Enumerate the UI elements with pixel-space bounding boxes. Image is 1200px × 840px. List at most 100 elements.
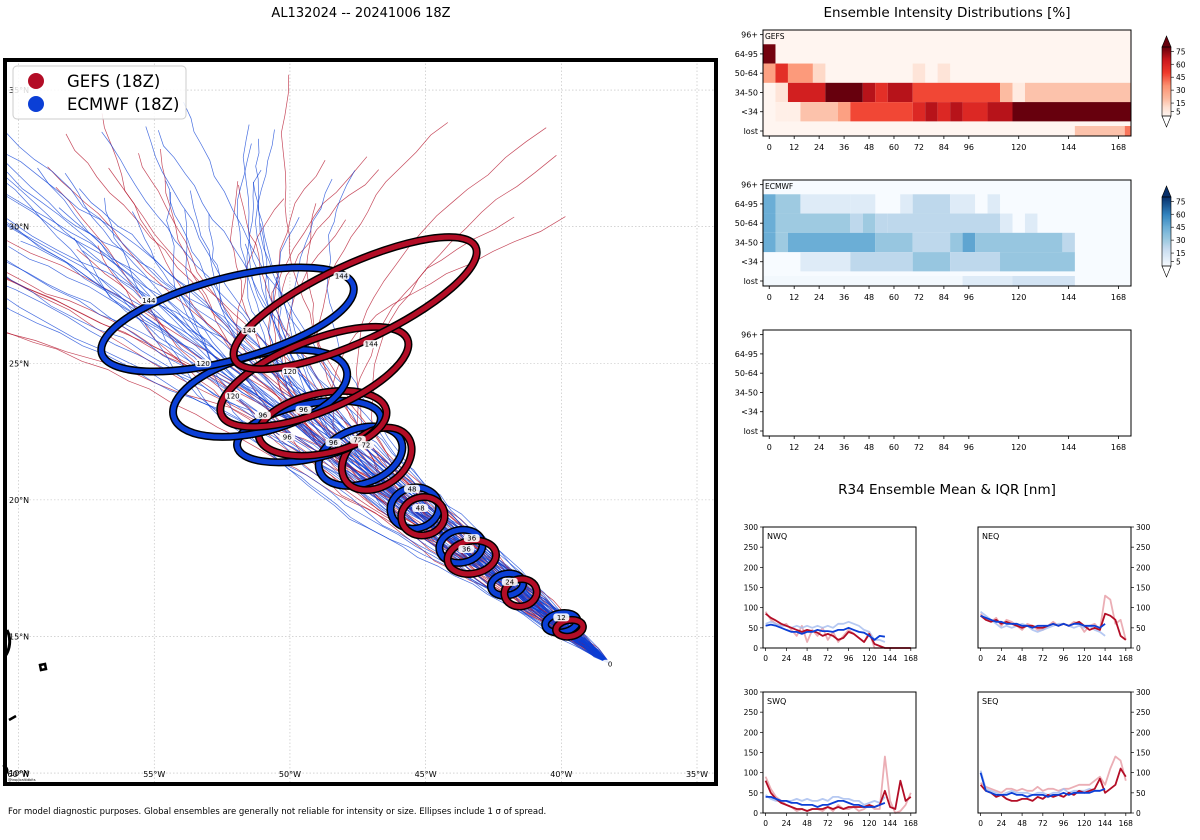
heatmap-cell [937, 63, 951, 83]
heatmap-cell [950, 232, 963, 253]
colorbar-band [1162, 218, 1171, 220]
colorbar-band [1162, 230, 1171, 232]
colorbar-frame [1161, 196, 1172, 267]
colorbar-band [1162, 90, 1171, 93]
x-tick-label: 72 [914, 293, 924, 302]
y-tick-label: 300 [744, 688, 759, 697]
colorbar-band [1162, 55, 1171, 57]
colorbar-band [1162, 70, 1171, 72]
map-lat-label: 20°N [9, 496, 29, 505]
colorbar-band [1162, 227, 1171, 229]
y-tick-label: 50 [1136, 624, 1146, 633]
colorbar-band [1162, 253, 1171, 256]
colorbar-band [1162, 95, 1171, 97]
heatmap-cell [1000, 252, 1075, 272]
y-tick-label: 150 [744, 749, 759, 758]
x-tick-label: 36 [839, 293, 849, 302]
x-tick-label: 72 [1038, 654, 1048, 663]
colorbar-band [1162, 97, 1171, 100]
colorbar-band [1162, 215, 1171, 218]
hour-label: 48 [408, 485, 417, 493]
heatmap-cell [1062, 232, 1075, 253]
heatmap-cell [975, 232, 1063, 253]
heatmap-cell [1024, 213, 1038, 233]
map-lat-label: 15°N [9, 632, 29, 641]
map-frame [3, 58, 718, 786]
colorbar-band [1162, 202, 1171, 204]
y-tick-label: 100 [744, 769, 759, 778]
colorbar-band [1162, 247, 1171, 249]
hour-label: 144 [243, 327, 257, 335]
intensity-title: Ensemble Intensity Distributions [%] [824, 5, 1071, 21]
colorbar-band [1162, 209, 1171, 211]
colorbar-band [1162, 223, 1171, 226]
hour-label-box [195, 359, 212, 368]
heatmap-cell [763, 44, 776, 64]
colorbar-band [1162, 209, 1171, 212]
x-tick-label: 60 [889, 293, 899, 302]
x-tick-label: 168 [1111, 293, 1126, 302]
x-tick-label: 36 [839, 443, 849, 452]
heatmap-cell [950, 194, 976, 214]
heatmap-cell [763, 194, 776, 214]
x-tick-label: 0 [763, 654, 768, 663]
colorbar-band [1162, 80, 1171, 82]
y-tick-label: 96+ [741, 181, 758, 190]
colorbar-band [1162, 58, 1171, 60]
colorbar-band [1162, 73, 1171, 76]
r34-quadrant-label: SWQ [767, 697, 786, 706]
hour-label-box [357, 441, 374, 450]
hour-label: 96 [283, 434, 292, 442]
heatmap-cell [912, 232, 951, 253]
heatmap-cell [962, 232, 976, 253]
colorbar-band [1162, 231, 1171, 233]
heatmap-cell [763, 276, 963, 286]
colorbar-tick-label: 60 [1176, 210, 1186, 219]
colorbar-extend-bottom [1161, 115, 1172, 128]
land-outlines [2, 629, 48, 777]
y-tick-label: 150 [744, 584, 759, 593]
r34-series-ecmwf [765, 796, 886, 808]
colorbar-band [1162, 213, 1171, 215]
colorbar-tick-label: 60 [1176, 60, 1186, 69]
y-tick-label: 50 [748, 789, 758, 798]
hour-label: 96 [329, 439, 338, 447]
x-tick-label: 48 [864, 443, 874, 452]
hour-label: 144 [142, 297, 156, 305]
colorbar-band [1162, 229, 1171, 232]
x-tick-label: 0 [763, 819, 768, 828]
colorbar-tick-label: 75 [1176, 47, 1186, 56]
colorbar-band [1162, 76, 1171, 78]
heatmap-cell [1000, 213, 1013, 233]
gefs-ellipse-48h [398, 494, 448, 538]
r34-quadrant-label: NEQ [982, 532, 999, 541]
colorbar-band [1162, 63, 1171, 65]
hour-label-box [279, 433, 296, 442]
x-tick-label: 96 [844, 654, 854, 663]
gefs-ellipse-24h [501, 576, 540, 610]
heatmap-cell [775, 232, 788, 253]
colorbar-band [1162, 84, 1171, 86]
colorbar-band [1162, 225, 1171, 227]
x-tick-label: 144 [1061, 443, 1076, 452]
colorbar-band [1162, 108, 1171, 110]
heatmap-cell [812, 63, 826, 83]
y-tick-label: 150 [1136, 749, 1151, 758]
map-lon-label: 35°W [686, 770, 708, 779]
colorbar-band [1162, 199, 1171, 201]
colorbar-band [1162, 101, 1171, 103]
ecmwf-legend-marker [28, 96, 44, 112]
heatmap-cell [787, 82, 826, 103]
colorbar-band [1162, 234, 1171, 237]
ecmwf-legend-label: ECMWF (18Z) [67, 95, 179, 114]
y-tick-label: 200 [744, 728, 759, 737]
colorbar-band [1162, 198, 1171, 201]
colorbar-tick-label: 5 [1176, 108, 1181, 117]
r34-frame [762, 691, 917, 814]
colorbar-band [1162, 236, 1171, 239]
colorbar-band [1162, 244, 1171, 246]
colorbar-band [1162, 61, 1171, 64]
r34-panel-neq: NEQ 0 50 100 150 200 250 300 0 24 48 72 96 120 144 168 [977, 523, 1151, 663]
y-tick-label: 50-64 [735, 219, 758, 228]
